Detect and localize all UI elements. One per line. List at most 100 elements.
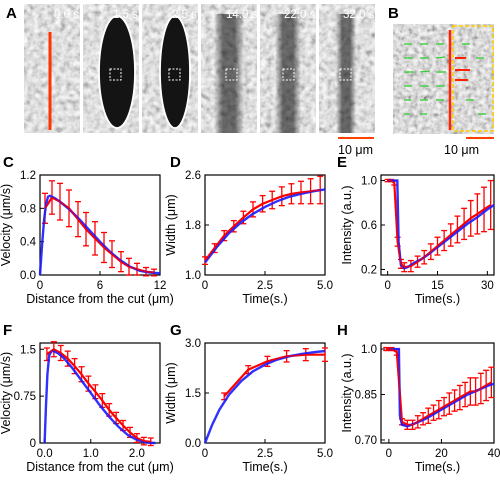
y-tick-label: 2.6 xyxy=(185,170,201,182)
y-tick-label: 0.85 xyxy=(355,390,377,402)
plot-frame xyxy=(380,342,495,444)
y-tick-label: 0.70 xyxy=(355,435,377,447)
x-tick-label: 0 xyxy=(202,448,208,460)
x-tick-label: 20 xyxy=(435,448,448,460)
x-axis-label: Time(s.) xyxy=(242,292,287,306)
plot-frame xyxy=(39,342,161,444)
plot-frame xyxy=(204,174,326,276)
y-tick-label: 0.8 xyxy=(20,203,36,215)
y-tick-label: 1.2 xyxy=(20,170,36,182)
panel-letter-a: A xyxy=(6,5,17,22)
panel-letter: H xyxy=(337,322,348,339)
frame-6: 32.0 s xyxy=(319,4,375,133)
x-tick-label: 0.0 xyxy=(37,448,53,460)
x-tick-label: 40 xyxy=(488,448,500,460)
roi-box xyxy=(168,68,181,81)
x-tick-label: 1.0 xyxy=(83,448,99,460)
roi-box xyxy=(109,68,122,81)
x-tick-label: 5.0 xyxy=(317,448,333,460)
x-tick-label: 12 xyxy=(154,280,167,292)
y-tick-label: 0.75 xyxy=(14,391,36,403)
panel-b: B 10 μm xyxy=(388,5,494,157)
y-tick-label: 1.8 xyxy=(185,220,201,232)
series-line-data-overlay xyxy=(204,189,321,262)
y-tick-label: 1.5 xyxy=(20,344,36,356)
y-tick-label: 0.4 xyxy=(20,237,37,249)
y-axis-label: Velocity (μm/s) xyxy=(0,184,13,266)
frame-time: 2.5 s xyxy=(172,9,197,21)
x-axis-label: Time(s.) xyxy=(242,460,287,474)
y-tick-label: 3.0 xyxy=(185,338,201,350)
series-line-model xyxy=(204,188,326,264)
cut-ellipse xyxy=(98,15,136,129)
frame-time: 14.0 s xyxy=(226,9,258,21)
series-line-data-overlay xyxy=(46,348,151,443)
x-axis-label: Time(s.) xyxy=(415,460,460,474)
frame-5: 22.0 s xyxy=(260,4,316,133)
frame-time: 22.0 s xyxy=(284,9,316,21)
x-axis-label: Time(s.) xyxy=(415,292,460,306)
series-line-model xyxy=(43,349,156,445)
frame-time: 32.0 s xyxy=(343,9,375,21)
roi-box xyxy=(225,68,238,81)
panel-letter: E xyxy=(337,154,347,171)
chart-c: C 0 6 12 0.0 0.4 0.8 1.2 Distance from the cut (… xyxy=(0,154,174,306)
chart-h: H 0 20 40 0.70 0.85 1.0 Time(s.) Intensity (a.u.… xyxy=(337,322,500,474)
roi-box xyxy=(282,68,295,81)
charts: C 0 6 12 0.0 0.4 0.8 1.2 Distance from the cut (… xyxy=(0,154,500,474)
chart-g: G 0 2.5 5.0 0.0 1.5 3.0 Time(s.) Width (μm) xyxy=(164,322,333,474)
frame-2: 1.5 s xyxy=(83,4,139,133)
x-tick-label: 0 xyxy=(202,280,208,292)
y-axis-label: Width (μm) xyxy=(164,194,178,255)
series-line-model xyxy=(38,194,161,276)
x-tick-label: 2.5 xyxy=(257,448,273,460)
frame-time: 0.0 s xyxy=(54,9,79,21)
y-tick-label: 0.0 xyxy=(20,270,36,282)
x-axis-label: Distance from the cut (μm) xyxy=(26,460,174,474)
x-tick-label: 2.0 xyxy=(129,448,145,460)
x-tick-label: 0 xyxy=(37,280,43,292)
x-tick-label: 2.5 xyxy=(257,280,273,292)
panel-letter: D xyxy=(170,154,181,171)
y-axis-label: Velocity (μm/s) xyxy=(0,352,13,434)
y-axis-label: Width (μm) xyxy=(164,362,178,423)
chart-e: E 0 15 30 0.2 0.6 1.0 Time(s.) Intensity (a.u.) xyxy=(337,154,495,306)
y-tick-label: 1.5 xyxy=(185,388,201,400)
x-tick-label: 0 xyxy=(386,448,392,460)
x-axis-label: Distance from the cut (μm) xyxy=(26,292,174,306)
red-arrows xyxy=(455,57,470,81)
scale-bar-label: 10 μm xyxy=(338,143,373,157)
panel-letter: F xyxy=(3,322,12,339)
y-tick-label: 0.2 xyxy=(361,264,377,276)
series-line-data xyxy=(44,196,155,274)
frame-4: 14.0 s xyxy=(201,4,258,133)
plot-frame xyxy=(39,174,161,276)
scale-bar-label: 10 μm xyxy=(444,143,479,157)
y-tick-label: 0 xyxy=(30,438,36,450)
x-tick-label: 0 xyxy=(384,280,390,292)
y-tick-label: 0.6 xyxy=(361,220,377,232)
x-tick-label: 5.0 xyxy=(317,280,333,292)
y-tick-label: 1.0 xyxy=(185,270,201,282)
panel-a: A 0.0 s 1.5 s 2.5 s 14.0 s xyxy=(6,4,375,157)
piv-image xyxy=(393,24,494,134)
x-tick-label: 30 xyxy=(481,280,494,292)
x-tick-label: 15 xyxy=(431,280,444,292)
y-tick-label: 1.0 xyxy=(361,176,377,188)
chart-d: D 0 2.5 5.0 1.0 1.8 2.6 Time(s.) Width (μm) xyxy=(164,154,333,306)
velocity-arrows xyxy=(404,43,486,115)
y-tick-label: 1.0 xyxy=(361,344,377,356)
series-line-model xyxy=(388,347,495,428)
frame-1: 0.0 s xyxy=(24,4,80,133)
panel-letter-b: B xyxy=(388,5,399,22)
frame-3: 2.5 s xyxy=(142,4,198,133)
series-line-data-overlay xyxy=(223,354,325,397)
analysis-region xyxy=(452,25,494,132)
series-line-data-overlay xyxy=(387,179,492,268)
series-line-model xyxy=(203,349,326,444)
x-tick-label: 6 xyxy=(97,280,103,292)
y-tick-label: 0.0 xyxy=(185,438,201,450)
y-axis-label: Intensity (a.u.) xyxy=(340,353,354,432)
panel-letter: C xyxy=(3,154,14,171)
